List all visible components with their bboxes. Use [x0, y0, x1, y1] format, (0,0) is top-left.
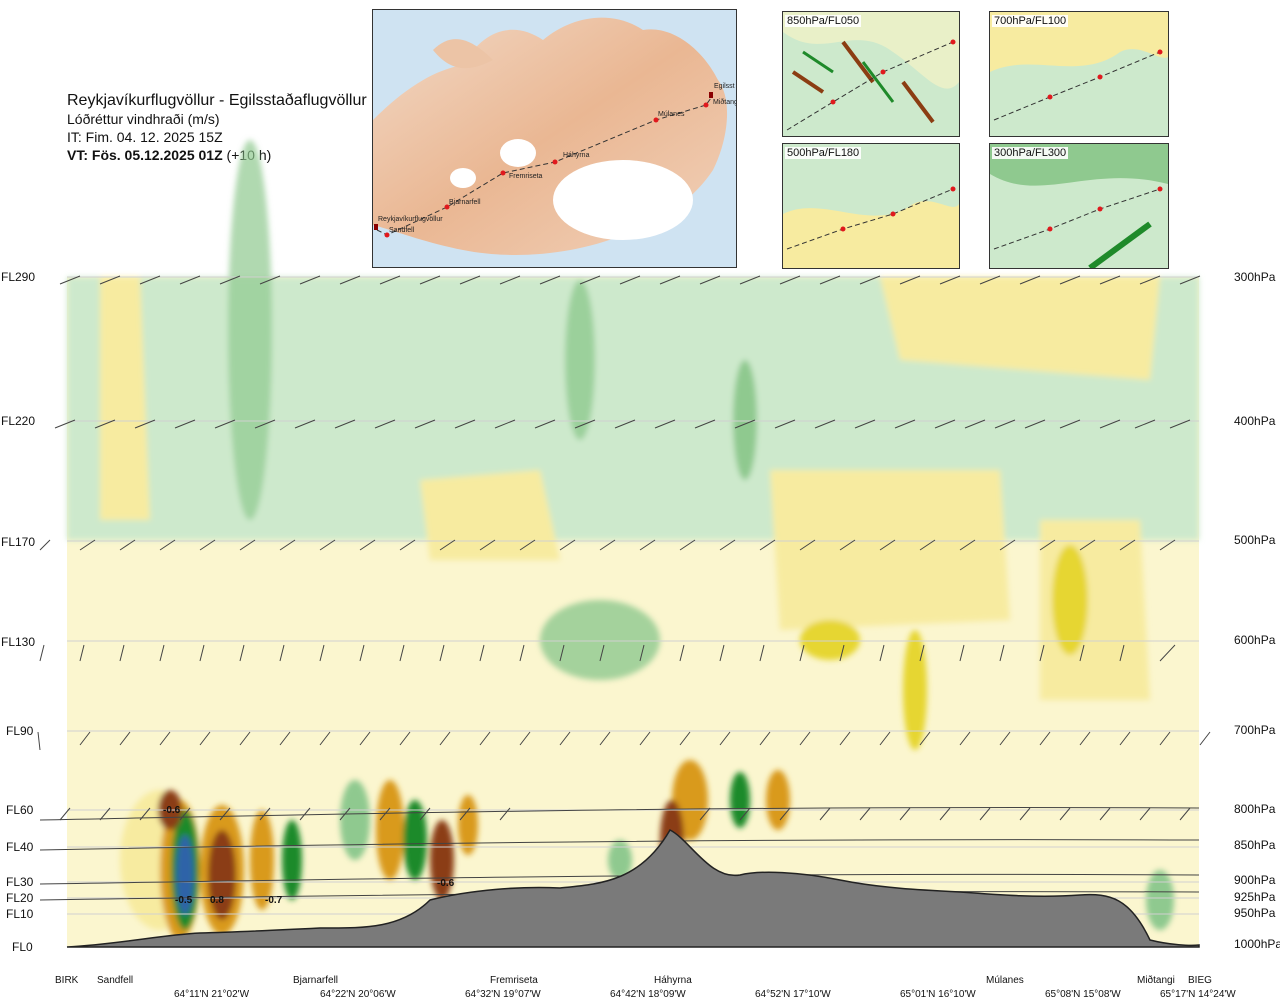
map-label-midtangi: Miðtangi — [713, 98, 736, 106]
level-map-850-label: 850hPa/FL050 — [785, 15, 862, 27]
pressure-label: 300hPa — [1234, 270, 1276, 284]
coordinate-label: 64°42'N 18°09'W — [610, 989, 686, 1000]
fl-label: FL30 — [6, 875, 34, 889]
issue-time: IT: Fim. 04. 12. 2025 15Z — [67, 129, 223, 145]
overview-map: Reykjavíkurflugvöllur Sandfell Bjarnarfe… — [372, 9, 737, 268]
terrain-profile — [66, 829, 1200, 948]
map-label-sandfell: Sandfell — [389, 227, 415, 234]
level-map-300: 300hPa/FL300 — [989, 143, 1169, 269]
value-label: 0.8 — [210, 895, 224, 906]
location-label: BIEG — [1188, 975, 1212, 986]
pressure-label: 900hPa — [1234, 873, 1276, 887]
location-label: Fremriseta — [490, 975, 538, 986]
valid-time-label: VT: Fös. 05.12.2025 01Z — [67, 147, 223, 163]
coordinate-label: 65°08'N 15°08'W — [1045, 989, 1121, 1000]
vertical-velocity-field — [67, 140, 1199, 940]
value-label: -0.7 — [265, 895, 283, 906]
level-map-300-label: 300hPa/FL300 — [992, 147, 1069, 159]
fl-label: FL130 — [1, 635, 36, 649]
coordinate-label: 64°11'N 21°02'W — [174, 989, 250, 1000]
location-label: Háhyrna — [654, 975, 692, 986]
pressure-label: 700hPa — [1234, 723, 1276, 737]
coordinate-label: 64°32'N 19°07'W — [465, 989, 541, 1000]
pressure-label: 400hPa — [1234, 414, 1276, 428]
coordinate-label: 64°52'N 17°10'W — [755, 989, 831, 1000]
pressure-label: 500hPa — [1234, 533, 1276, 547]
value-label: -0.5 — [175, 895, 193, 906]
level-map-500-label: 500hPa/FL180 — [785, 147, 862, 159]
fl-label: FL170 — [1, 535, 36, 549]
pressure-label: 600hPa — [1234, 633, 1276, 647]
map-label-hahyrna: Háhyrna — [563, 152, 590, 159]
level-map-700-label: 700hPa/FL100 — [992, 15, 1069, 27]
fl-label: FL20 — [6, 891, 34, 905]
coordinate-label: 65°01'N 16°10'W — [900, 989, 976, 1000]
fl-label: FL90 — [6, 724, 34, 738]
title-block: Reykjavíkurflugvöllur - Egilsstaðaflugvö… — [67, 92, 367, 164]
fl-label: FL0 — [12, 940, 33, 954]
value-label: -0.6 — [437, 878, 455, 889]
value-labels: -0.6 -0.5 0.8 -0.7 -0.6 — [163, 805, 455, 906]
location-label: BIRK — [55, 975, 79, 986]
map-label-bjarnarfell: Bjarnarfell — [449, 199, 481, 206]
fl-label: FL40 — [6, 840, 34, 854]
map-label-mulanes: Múlanes — [658, 111, 685, 118]
map-label-fremriseta: Fremriseta — [509, 173, 543, 180]
location-label: Múlanes — [986, 975, 1024, 986]
level-map-500: 500hPa/FL180 — [782, 143, 960, 269]
coordinate-label: 64°22'N 20°06'W — [320, 989, 396, 1000]
fl-label: FL10 — [6, 907, 34, 921]
route-title: Reykjavíkurflugvöllur - Egilsstaðaflugvö… — [67, 92, 367, 109]
pressure-label: 950hPa — [1234, 906, 1276, 920]
pressure-label: 800hPa — [1234, 802, 1276, 816]
pressure-label: 1000hPa — [1234, 937, 1280, 951]
fl-label: FL290 — [1, 270, 36, 284]
level-map-850: 850hPa/FL050 — [782, 11, 960, 137]
map-label-reykjavik: Reykjavíkurflugvöllur — [378, 216, 443, 223]
location-label: Sandfell — [97, 975, 134, 986]
pressure-label: 850hPa — [1234, 838, 1276, 852]
coordinate-label: 65°17'N 14°24'W — [1160, 989, 1236, 1000]
location-label: Bjarnarfell — [293, 975, 339, 986]
value-label: -0.6 — [163, 805, 181, 816]
parameter-label: Lóðréttur vindhraði (m/s) — [67, 111, 220, 127]
pressure-label: 925hPa — [1234, 890, 1276, 904]
level-map-700: 700hPa/FL100 — [989, 11, 1169, 137]
location-label: Miðtangi — [1137, 975, 1175, 986]
fl-label: FL60 — [6, 803, 34, 817]
map-label-egilsst: Egilsst — [714, 83, 735, 90]
fl-label: FL220 — [1, 414, 36, 428]
